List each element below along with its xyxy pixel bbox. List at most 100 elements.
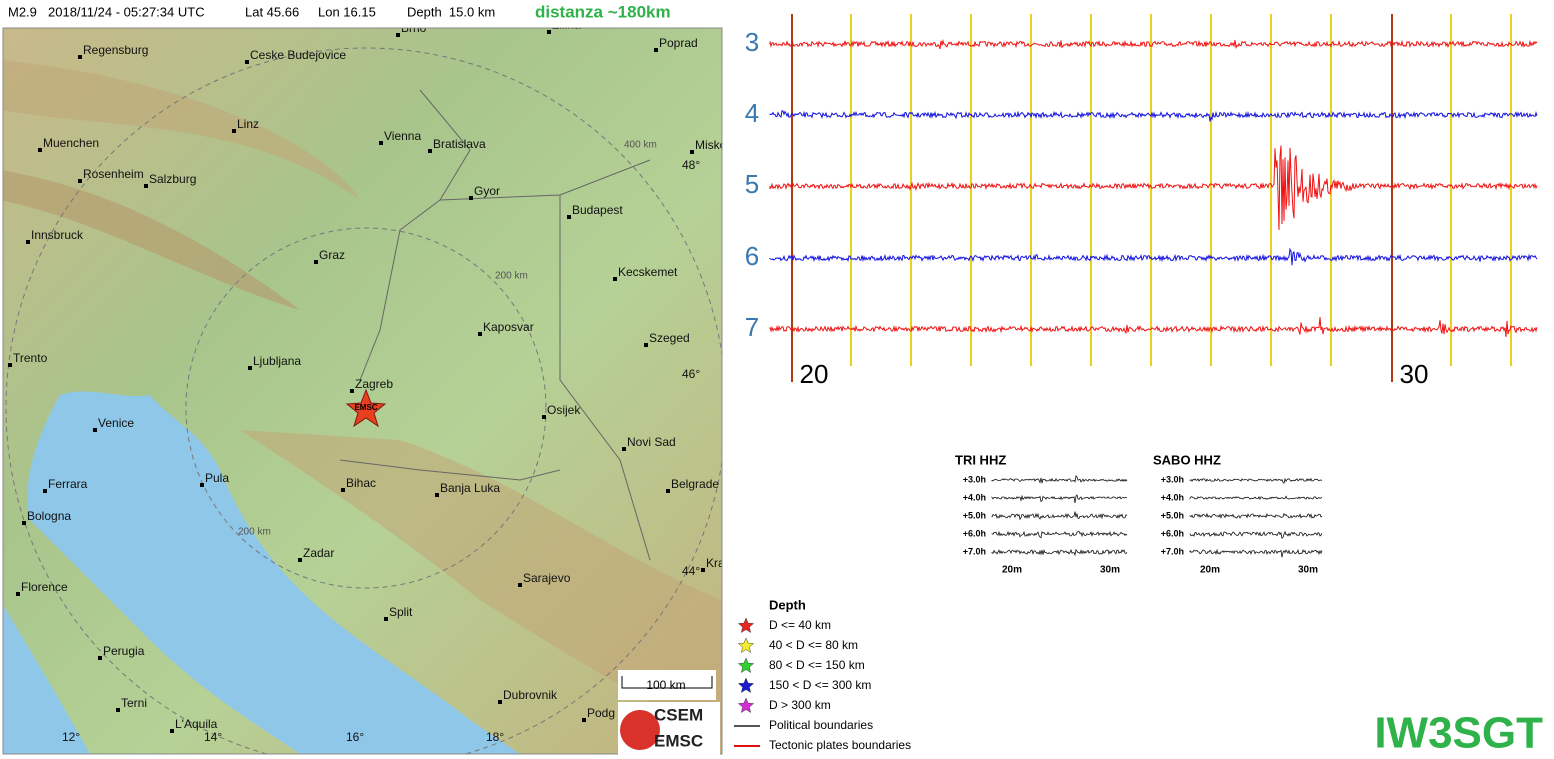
city-dot xyxy=(98,656,102,660)
scale-bar xyxy=(621,676,713,689)
city-label: Innsbruck xyxy=(31,228,84,242)
city-dot xyxy=(701,568,705,572)
city-label: Salzburg xyxy=(149,172,196,186)
city-label: Vienna xyxy=(384,129,421,143)
city-label: Kecskemet xyxy=(618,265,678,279)
mini-hour: +3.0h xyxy=(1161,474,1184,484)
mini-hour: +7.0h xyxy=(963,546,986,556)
header-datetime: 2018/11/24 - 05:27:34 UTC xyxy=(48,4,205,19)
lon-label: 16° xyxy=(346,730,364,744)
city-dot xyxy=(341,488,345,492)
minute-label: 30 xyxy=(1400,359,1429,389)
distance-ring xyxy=(185,227,547,589)
hour-label: 4 xyxy=(745,98,759,128)
mini-hour: +5.0h xyxy=(1161,510,1184,520)
city-label: Pula xyxy=(205,471,229,485)
header-distance: distanza ~180km xyxy=(535,2,671,21)
trace xyxy=(769,110,1538,122)
city-label: Gyor xyxy=(474,184,500,198)
lon-label: 12° xyxy=(62,730,80,744)
city-label: Bihac xyxy=(346,476,376,490)
trace xyxy=(991,511,1128,521)
logo-globe xyxy=(620,710,660,750)
city-label: Ferrara xyxy=(48,477,88,491)
city-dot xyxy=(379,141,383,145)
city-label: Belgrade xyxy=(671,477,719,491)
city-label: Split xyxy=(389,605,413,619)
distance-label: 400 km xyxy=(624,140,657,151)
city-label: Perugia xyxy=(103,644,145,658)
city-dot xyxy=(666,489,670,493)
trace xyxy=(1189,548,1323,558)
city-dot xyxy=(22,521,26,525)
mini-minute: 30m xyxy=(1100,565,1120,576)
trace xyxy=(769,145,1538,230)
sea xyxy=(27,391,520,754)
city-label: Ceske Budejovice xyxy=(250,48,346,62)
city-label: Osijek xyxy=(547,403,581,417)
mini-hour: +3.0h xyxy=(963,474,986,484)
city-dot xyxy=(350,389,354,393)
scale-box xyxy=(618,670,716,700)
legend-star xyxy=(737,677,755,694)
distance-label: 200 km xyxy=(238,527,271,538)
header-lon: Lon 16.15 xyxy=(318,4,376,19)
map: Brno Zilina Regensburg Ceske Budejovice Popr… xyxy=(3,28,722,754)
city-dot xyxy=(435,493,439,497)
legend-star xyxy=(737,697,755,714)
city-label: Bologna xyxy=(27,509,71,523)
city-dot xyxy=(26,240,30,244)
legend-label: D > 300 km xyxy=(769,698,831,712)
city-dot xyxy=(144,184,148,188)
city-dot xyxy=(384,617,388,621)
city-label: Banja Luka xyxy=(440,481,500,495)
city-dot xyxy=(518,583,522,587)
city-label: L'Aquila xyxy=(175,717,218,731)
hour-label: 6 xyxy=(745,241,759,271)
trace xyxy=(769,38,1538,50)
city-dot xyxy=(43,489,47,493)
city-dot xyxy=(170,729,174,733)
lon-label: 14° xyxy=(204,730,222,744)
epicenter xyxy=(345,388,387,428)
city-dot xyxy=(613,277,617,281)
city-dot xyxy=(547,30,551,34)
trace xyxy=(769,247,1538,266)
legend-label: D <= 40 km xyxy=(769,618,831,632)
city-label: Graz xyxy=(319,248,345,262)
city-dot xyxy=(314,260,318,264)
city-dot xyxy=(232,129,236,133)
city-label: Szeged xyxy=(649,331,690,345)
city-dot xyxy=(78,55,82,59)
city-label: Budapest xyxy=(572,203,623,217)
scale-label: 100 km xyxy=(646,678,685,692)
city-label: Novi Sad xyxy=(627,435,676,449)
city-label: Trento xyxy=(13,351,48,365)
trace xyxy=(1189,495,1323,501)
header-lat: Lat 45.66 xyxy=(245,4,299,19)
dinarides xyxy=(240,430,722,740)
alps xyxy=(3,60,360,200)
city-dot xyxy=(396,33,400,37)
map-frame xyxy=(2,27,723,755)
political-boundary xyxy=(339,89,651,561)
alps xyxy=(3,170,300,310)
distance-label: 200 km xyxy=(495,271,528,282)
mini-hour: +5.0h xyxy=(963,510,986,520)
legend-star xyxy=(737,617,755,634)
header-depth: Depth 15.0 km xyxy=(407,4,495,19)
city-dot xyxy=(542,415,546,419)
mini-title: TRI HHZ xyxy=(955,452,1006,467)
city-label: Florence xyxy=(21,580,68,594)
lat-label: 48° xyxy=(682,158,700,172)
city-label: Zagreb xyxy=(355,377,393,391)
trace xyxy=(1189,530,1323,539)
trace xyxy=(1189,477,1323,484)
city-dot xyxy=(478,332,482,336)
city-dot xyxy=(567,215,571,219)
city-label: Venice xyxy=(98,416,134,430)
lat-label: 44° xyxy=(682,564,700,578)
hour-label: 7 xyxy=(745,312,759,342)
city-dot xyxy=(582,718,586,722)
trace xyxy=(769,317,1538,337)
